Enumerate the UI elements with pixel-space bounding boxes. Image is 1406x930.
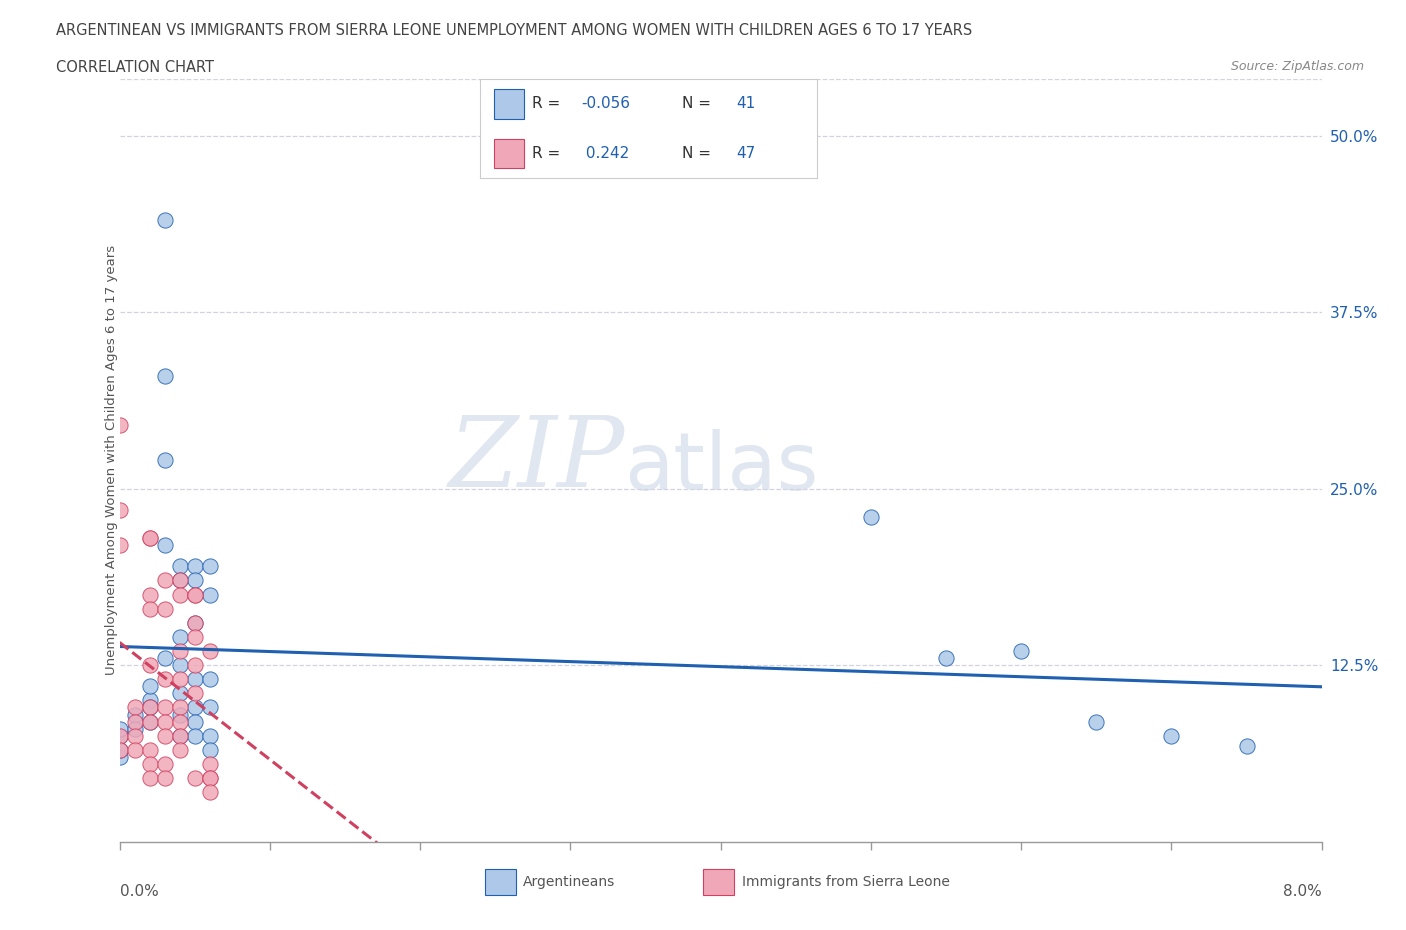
Text: ZIP: ZIP <box>449 413 624 508</box>
Point <box>198 671 221 686</box>
Point <box>153 538 176 552</box>
Point <box>935 651 957 666</box>
Text: ARGENTINEAN VS IMMIGRANTS FROM SIERRA LEONE UNEMPLOYMENT AMONG WOMEN WITH CHILDR: ARGENTINEAN VS IMMIGRANTS FROM SIERRA LE… <box>56 23 973 38</box>
Point <box>153 671 176 686</box>
Point <box>138 531 160 546</box>
Text: atlas: atlas <box>624 429 818 507</box>
Point <box>183 771 205 786</box>
Text: Argentineans: Argentineans <box>523 874 616 889</box>
Point <box>138 700 160 715</box>
Point <box>183 686 205 701</box>
Point <box>108 538 131 552</box>
Point <box>124 728 146 743</box>
Point <box>138 771 160 786</box>
Point <box>138 531 160 546</box>
Point <box>198 728 221 743</box>
Point <box>169 573 191 588</box>
Point <box>169 559 191 574</box>
Point <box>183 728 205 743</box>
Text: Immigrants from Sierra Leone: Immigrants from Sierra Leone <box>742 874 950 889</box>
Point <box>153 714 176 729</box>
Point <box>153 756 176 771</box>
Point <box>198 644 221 658</box>
Point <box>183 658 205 672</box>
Point <box>124 722 146 737</box>
Point <box>153 601 176 616</box>
Point <box>153 453 176 468</box>
Point <box>153 771 176 786</box>
Point <box>198 587 221 602</box>
Point <box>138 601 160 616</box>
Text: Source: ZipAtlas.com: Source: ZipAtlas.com <box>1230 60 1364 73</box>
Point <box>153 700 176 715</box>
Point <box>108 502 131 517</box>
Point <box>169 700 191 715</box>
Point <box>169 707 191 722</box>
Point <box>183 616 205 631</box>
Point <box>169 658 191 672</box>
Point <box>108 750 131 764</box>
Point <box>198 700 221 715</box>
Point <box>183 559 205 574</box>
Point <box>1010 644 1032 658</box>
Point <box>138 742 160 757</box>
Point <box>169 644 191 658</box>
Point <box>198 771 221 786</box>
Point <box>153 213 176 228</box>
Point <box>138 700 160 715</box>
Text: 0.0%: 0.0% <box>120 884 159 898</box>
Point <box>183 616 205 631</box>
Point <box>169 671 191 686</box>
Text: 8.0%: 8.0% <box>1282 884 1322 898</box>
Text: CORRELATION CHART: CORRELATION CHART <box>56 60 214 75</box>
Point <box>124 714 146 729</box>
Point <box>138 587 160 602</box>
Point <box>1160 728 1182 743</box>
Point <box>153 651 176 666</box>
Point <box>138 658 160 672</box>
Point <box>198 559 221 574</box>
Point <box>138 756 160 771</box>
Point <box>169 630 191 644</box>
Point <box>169 742 191 757</box>
Point <box>138 679 160 694</box>
Point <box>183 671 205 686</box>
Point <box>183 573 205 588</box>
Point <box>108 418 131 432</box>
Point <box>183 587 205 602</box>
Point <box>138 714 160 729</box>
Point <box>198 742 221 757</box>
Point <box>124 700 146 715</box>
Y-axis label: Unemployment Among Women with Children Ages 6 to 17 years: Unemployment Among Women with Children A… <box>104 246 118 675</box>
Point <box>183 630 205 644</box>
Point <box>153 728 176 743</box>
Point <box>169 728 191 743</box>
Point <box>108 728 131 743</box>
Point <box>183 700 205 715</box>
Point <box>108 742 131 757</box>
Point <box>108 728 131 743</box>
Point <box>183 714 205 729</box>
Point <box>124 742 146 757</box>
Point <box>124 707 146 722</box>
Point <box>108 742 131 757</box>
Point <box>108 722 131 737</box>
Point <box>138 693 160 708</box>
Point <box>859 510 882 525</box>
Point <box>198 756 221 771</box>
Point <box>198 771 221 786</box>
Point <box>169 728 191 743</box>
Point <box>169 587 191 602</box>
Point <box>169 686 191 701</box>
Point <box>1236 738 1258 753</box>
Point <box>153 368 176 383</box>
Point <box>169 714 191 729</box>
Point <box>1085 714 1108 729</box>
Point <box>138 714 160 729</box>
Point <box>169 573 191 588</box>
Point <box>198 785 221 800</box>
Point <box>183 587 205 602</box>
Point <box>153 573 176 588</box>
